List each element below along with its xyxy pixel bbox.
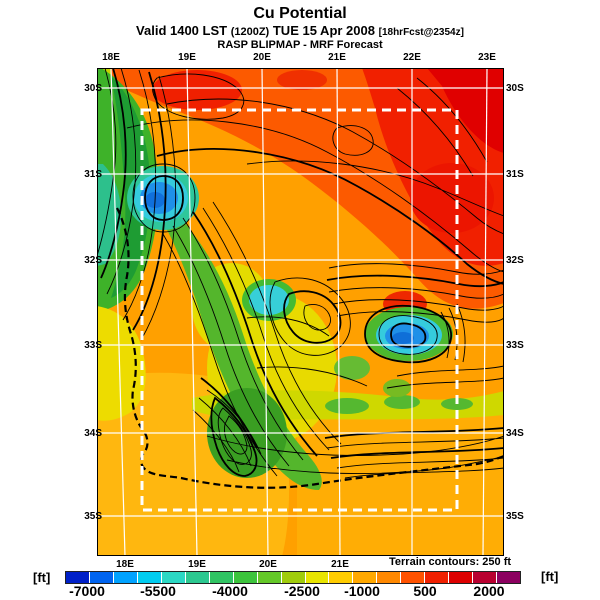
model-line: RASP BLIPMAP - MRF Forecast (217, 39, 383, 52)
colorbar-tick-label: -1000 (344, 583, 380, 599)
lon-label-top: 22E (403, 52, 421, 63)
lon-label-top: 21E (328, 52, 346, 63)
fill-red-patch-n (277, 70, 327, 90)
lon-label-top: 19E (178, 52, 196, 63)
blob-east-core (392, 332, 414, 344)
fill-red-patch-nw (152, 70, 242, 110)
domain-box (140, 108, 459, 512)
lat-label-right: 33S (506, 340, 524, 351)
terrain-note: Terrain contours: 250 ft (389, 556, 512, 568)
valid-time-line: Valid 1400 LST (1200Z) TUE 15 Apr 2008 [… (0, 23, 600, 39)
colorbar-segment (281, 572, 305, 583)
lon-label-top: 18E (102, 52, 120, 63)
lat-label-right: 30S (506, 83, 524, 94)
lat-label-right: 35S (506, 511, 524, 522)
lat-label-right: 34S (506, 428, 524, 439)
terrain-contours-closed (132, 73, 438, 465)
colorbar-unit-left: [ft] (33, 570, 51, 585)
colorbar-segment (473, 572, 497, 583)
graticule (97, 68, 504, 556)
colorbar-segment (377, 572, 401, 583)
lat-label-left: 30S (84, 83, 102, 94)
fill-golden-se (297, 398, 504, 556)
fill-green-patch1 (334, 356, 370, 380)
map-canvas (97, 68, 504, 556)
colorbar-segment (425, 572, 449, 583)
fill-cyan-patch (249, 285, 289, 315)
cu-potential-map (97, 68, 504, 556)
colorbar-segment (401, 572, 425, 583)
colorbar-segment (449, 572, 473, 583)
colorbar-segment (185, 572, 209, 583)
colorbar-unit-right: [ft] (541, 569, 559, 584)
colorbar-segment (66, 572, 89, 583)
colorbar-segment (329, 572, 353, 583)
lat-label-left: 32S (84, 255, 102, 266)
fill-south-green1 (325, 398, 369, 414)
lat-label-left: 31S (84, 169, 102, 180)
colorbar-tick-label: -5500 (140, 583, 176, 599)
colorbar-segment (305, 572, 329, 583)
lon-label-bottom: 19E (188, 559, 206, 570)
colorbar-tick-label: 2000 (473, 583, 505, 599)
colorbar-segment (137, 572, 161, 583)
colorbar-tick-label: -7000 (69, 583, 105, 599)
coastline (116, 207, 504, 489)
colorbar-tick-label: -4000 (212, 583, 248, 599)
valid-zulu: (1200Z) (230, 26, 270, 39)
map-border (97, 68, 504, 556)
colorbar-segment (353, 572, 377, 583)
lat-label-right: 31S (506, 169, 524, 180)
fill-south-green2 (384, 395, 420, 409)
lon-label-top: 20E (253, 52, 271, 63)
terrain-contours-thin (97, 68, 504, 479)
fill-deepred-corner (427, 68, 504, 153)
page-title: Cu Potential (253, 5, 347, 22)
lon-label-bottom: 21E (331, 559, 349, 570)
colorbar-segment (233, 572, 257, 583)
colorbar-tick-label: -2500 (284, 583, 320, 599)
lat-label-left: 33S (84, 340, 102, 351)
valid-date: TUE 15 Apr 2008 (272, 23, 375, 39)
colorbar-tick-label: 500 (413, 583, 437, 599)
lon-label-bottom: 20E (259, 559, 277, 570)
lon-label-top: 23E (478, 52, 496, 63)
terrain-contours-thick (100, 68, 504, 477)
fill-green-patch2 (383, 379, 411, 397)
colorbar-segment (257, 572, 281, 583)
colorbar (65, 571, 521, 584)
header: Cu Potential Valid 1400 LST (1200Z) TUE … (0, 5, 600, 52)
colorbar-segment (89, 572, 113, 583)
colorbar-segment (113, 572, 137, 583)
colorbar-segment (161, 572, 185, 583)
lat-label-left: 34S (84, 428, 102, 439)
valid-main: Valid 1400 LST (136, 23, 228, 39)
lat-label-left: 35S (84, 511, 102, 522)
colorbar-segment (209, 572, 233, 583)
lon-label-bottom: 18E (116, 559, 134, 570)
colorbar-segment (497, 572, 521, 583)
valid-fcst: [18hrFcst@2354z] (378, 27, 464, 39)
lat-label-right: 32S (506, 255, 524, 266)
